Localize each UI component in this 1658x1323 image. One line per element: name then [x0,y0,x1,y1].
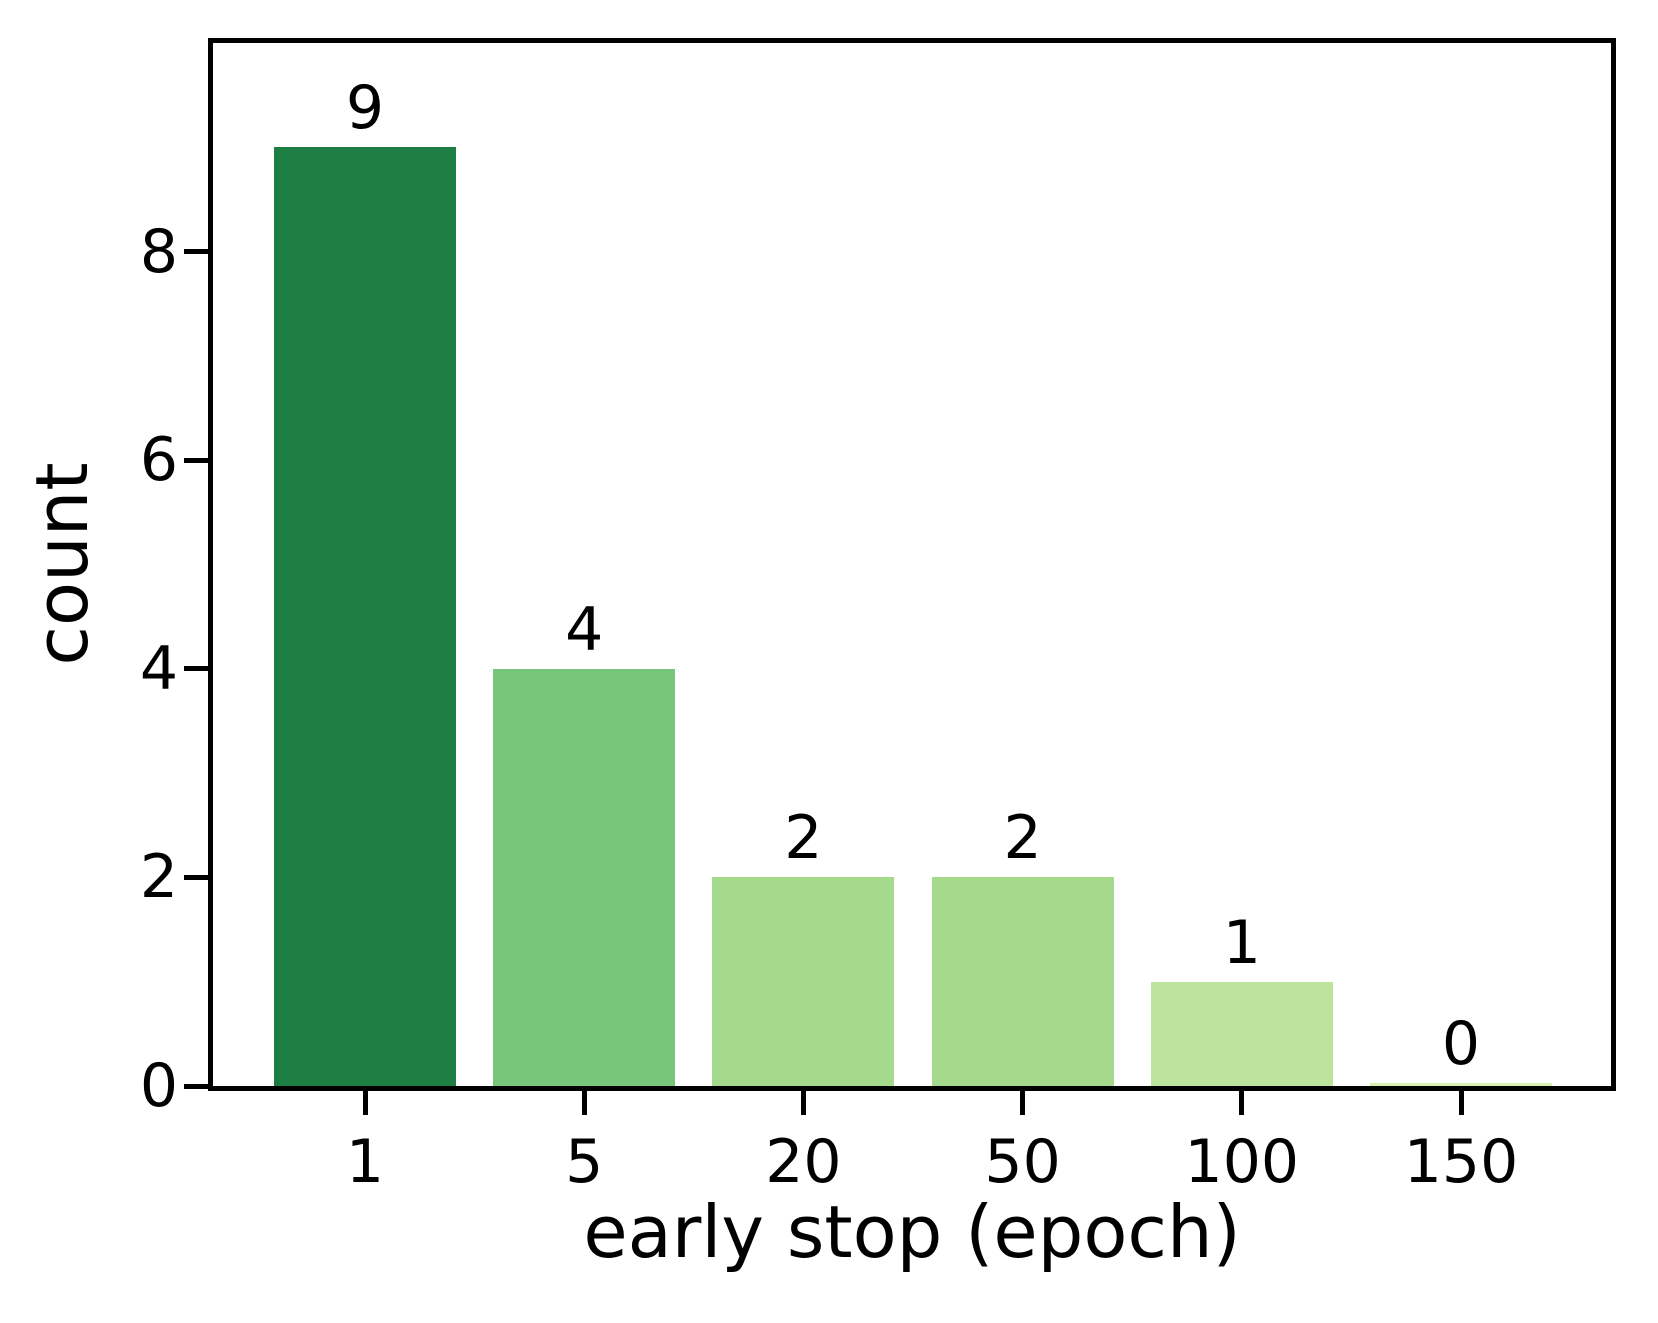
y-tick-label: 4 [139,633,178,704]
x-tick [1239,1091,1245,1115]
bar-value-label: 2 [1003,803,1042,874]
bar-value-label: 4 [565,594,604,665]
y-tick [184,666,208,672]
x-tick [362,1091,368,1115]
y-tick-label: 6 [139,425,178,496]
y-tick [184,874,208,880]
bar-150 [1370,1083,1552,1086]
x-tick-label: 150 [1403,1127,1519,1197]
y-tick [184,457,208,463]
x-tick [1458,1091,1464,1115]
x-tick-label: 1 [345,1127,385,1197]
x-tick-label: 5 [565,1127,604,1197]
bar-100 [1150,981,1333,1086]
y-tick [184,1083,208,1089]
bar-50 [931,877,1114,1086]
bar-value-label: 0 [1441,1009,1481,1079]
plot-area: 9 4 2 2 1 0 [208,38,1616,1091]
bar-1 [274,147,456,1086]
x-tick-label: 50 [984,1127,1061,1197]
x-axis-label: early stop (epoch) [583,1190,1241,1274]
bar-5 [493,668,676,1086]
x-tick [581,1091,587,1115]
y-axis-label: count [20,462,104,666]
bar-20 [712,877,895,1086]
y-tick-label: 2 [139,842,178,913]
y-tick-label: 0 [139,1051,178,1121]
bar-value-label: 9 [345,73,385,144]
x-tick [1020,1091,1026,1115]
y-tick [184,249,208,255]
bars-layer: 9 4 2 2 1 0 [213,43,1611,1086]
bar-value-label: 1 [1222,907,1261,978]
y-tick-label: 8 [139,216,178,287]
x-tick-label: 100 [1184,1127,1300,1197]
x-tick-label: 20 [765,1127,842,1197]
bar-value-label: 2 [784,803,823,874]
x-tick [800,1091,806,1115]
